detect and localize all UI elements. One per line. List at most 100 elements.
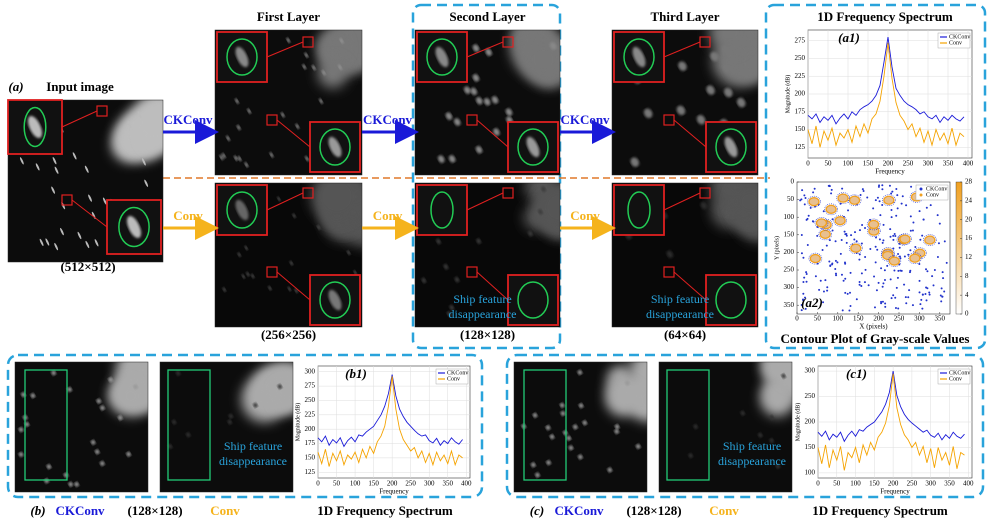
ship-zoom [235,199,249,221]
ship [221,153,226,159]
x-tick-label: 50 [814,315,822,323]
contour-dot [942,277,945,280]
legend-label: CKConv [55,503,105,518]
zoom-inset [216,31,268,83]
ship [573,424,578,430]
image-size: (256×256) [261,327,316,342]
ship [483,98,491,106]
contour-dot [889,278,892,281]
contour-dot [869,247,872,250]
ship [578,454,583,460]
x-tick-label: 400 [963,160,974,168]
contour-dot [812,191,815,194]
contour-dot [859,194,862,197]
ship [693,424,698,429]
ship [253,402,258,408]
contour-dot [800,234,803,237]
contour-dot [874,199,877,202]
ship-zoom [526,136,540,158]
colorbar-tick-label: 28 [965,178,973,186]
ship [268,285,272,291]
colorbar-tick-label: 12 [965,253,973,261]
ship [700,201,708,210]
zoom-link [276,119,311,148]
contour-dot [894,296,897,299]
y-tick-label: 300 [305,367,316,375]
contour-dot [883,278,886,281]
ship [614,424,620,430]
contour-blob-ring [836,192,850,204]
contour-dot [903,283,906,286]
contour-dot [881,241,884,244]
contour-dot [893,269,896,272]
contour-dot [800,252,803,255]
panel-label: (a) [8,79,23,94]
region-box [167,369,211,481]
contour-blob [815,218,828,228]
contour-dot [890,297,893,300]
contour-dot [911,304,914,307]
x-tick-label: 350 [443,480,454,488]
image-frame [414,29,561,176]
contour-dot [831,262,834,265]
ship [741,68,751,78]
y-tick-label: 150 [784,230,795,238]
ship [171,419,177,425]
chart-title: 1D Frequency Spectrum [817,9,953,24]
cloud [781,362,792,384]
contour-dot [938,222,941,225]
contour-dot [834,267,837,270]
image-size: (128×128) [460,327,515,342]
cloud [763,362,788,383]
contour-dot [905,204,908,207]
zoom-link [673,271,707,301]
ship [505,108,513,116]
contour-dot [905,302,908,305]
contour-dot [826,289,829,292]
plot-area [796,181,951,315]
x-axis-label: Frequency [875,168,905,176]
region-box [24,369,68,481]
contour-dot [799,199,802,202]
contour-dot [921,307,924,310]
note: disappearance [449,307,517,321]
note: Ship feature [224,439,282,453]
contour-blob-ring [807,195,821,208]
legend-label: CKConv [447,370,468,376]
ship [100,405,105,411]
contour-dot [858,253,861,256]
contour-dot [858,258,861,261]
ship [625,380,630,386]
x-tick-label: 50 [833,480,841,488]
ship [68,481,73,487]
contour-dot [889,235,892,238]
image-frame [159,361,294,493]
contour-blob-ring [866,218,881,231]
ship [77,231,82,240]
contour-blob [899,234,911,244]
contour-dot [858,229,861,232]
y-tick-label: 175 [305,439,316,447]
contour-dot [862,189,865,192]
contour-blob-ring [908,252,922,265]
image [513,361,648,493]
ship [319,98,323,104]
series-line [817,371,965,443]
y-tick-label: 125 [795,143,806,151]
ship [241,274,246,279]
x-tick-label: 250 [405,480,416,488]
contour-dot [928,293,931,296]
y-tick-label: 275 [305,382,316,390]
x-tick-label: 250 [903,160,914,168]
target-ring [517,281,549,319]
contour-dot [834,272,837,275]
contour-dot [850,234,853,237]
series-line [807,37,965,125]
contour-blob [819,229,831,239]
ship [227,419,232,425]
x-tick-label: 0 [316,480,320,488]
ship-zoom [435,46,449,68]
ship-zoom [27,115,43,139]
ship [45,238,50,246]
ship [758,432,763,438]
